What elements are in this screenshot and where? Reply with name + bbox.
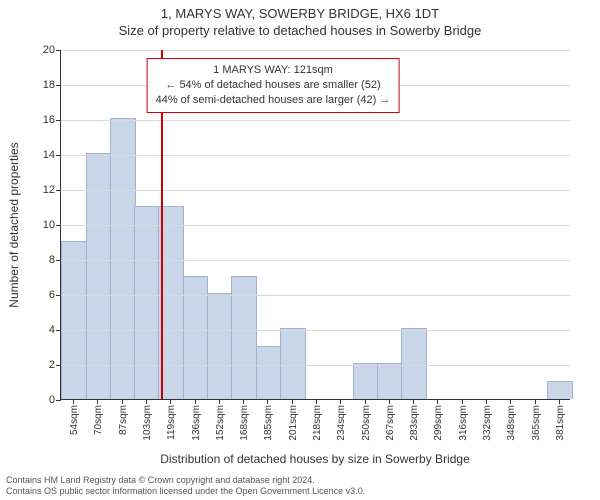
x-tick-label: 365sqm [531,405,542,441]
x-tick-mark [510,399,511,404]
y-tick-mark [56,155,61,156]
x-tick-label: 54sqm [69,405,80,435]
chart-title-1: 1, MARYS WAY, SOWERBY BRIDGE, HX6 1DT [0,6,600,23]
x-tick-label: 381sqm [555,405,566,441]
footer-line-1: Contains HM Land Registry data © Crown c… [6,475,365,486]
y-tick-label: 12 [43,184,55,196]
x-tick-mark [437,399,438,404]
y-tick-label: 4 [49,324,55,336]
y-tick-label: 14 [43,149,55,161]
y-tick-mark [56,190,61,191]
x-tick-mark [486,399,487,404]
x-tick-mark [267,399,268,404]
x-tick-mark [413,399,414,404]
y-tick-label: 18 [43,79,55,91]
y-tick-label: 6 [49,289,55,301]
annotation-line: 44% of semi-detached houses are larger (… [156,93,391,108]
grid-line [61,330,570,331]
y-tick-mark [56,225,61,226]
histogram-bar [134,206,160,400]
histogram-bar [353,363,379,399]
x-tick-mark [340,399,341,404]
grid-line [61,190,570,191]
x-tick-mark [535,399,536,404]
y-tick-mark [56,260,61,261]
x-tick-mark [170,399,171,404]
y-tick-label: 16 [43,114,55,126]
x-tick-label: 316sqm [458,405,469,441]
x-tick-mark [195,399,196,404]
grid-line [61,260,570,261]
x-tick-mark [219,399,220,404]
x-tick-label: 119sqm [166,405,177,440]
annotation-line: 1 MARYS WAY: 121sqm [156,63,391,78]
histogram-bar [377,363,403,399]
grid-line [61,365,570,366]
histogram-bar [110,118,136,399]
y-tick-mark [56,365,61,366]
y-tick-mark [56,50,61,51]
footer-attribution: Contains HM Land Registry data © Crown c… [6,475,365,498]
annotation-box: 1 MARYS WAY: 121sqm← 54% of detached hou… [147,58,400,113]
x-tick-label: 87sqm [118,405,129,435]
x-tick-label: 234sqm [336,405,347,441]
histogram-bar [207,293,233,399]
grid-line [61,50,570,51]
x-tick-label: 267sqm [385,405,396,441]
x-tick-label: 70sqm [93,405,104,435]
x-tick-label: 332sqm [482,405,493,441]
x-tick-mark [73,399,74,404]
histogram-bar [401,328,427,399]
x-tick-mark [559,399,560,404]
x-tick-mark [243,399,244,404]
grid-line [61,155,570,156]
x-tick-mark [389,399,390,404]
x-tick-label: 299sqm [433,405,444,441]
x-tick-mark [122,399,123,404]
x-tick-label: 201sqm [288,405,299,441]
x-tick-label: 185sqm [263,405,274,441]
x-tick-mark [316,399,317,404]
y-tick-label: 0 [49,394,55,406]
x-tick-label: 168sqm [239,405,250,441]
x-tick-label: 152sqm [215,405,226,441]
y-axis-label: Number of detached properties [7,142,21,307]
histogram-bar [61,241,87,400]
y-tick-label: 8 [49,254,55,266]
grid-line [61,120,570,121]
plot-area: 0246810121416182054sqm70sqm87sqm103sqm11… [60,50,570,400]
x-tick-mark [146,399,147,404]
x-tick-label: 136sqm [191,405,202,441]
grid-line [61,225,570,226]
histogram-bar [280,328,306,399]
x-tick-label: 250sqm [361,405,372,441]
annotation-line: ← 54% of detached houses are smaller (52… [156,78,391,93]
histogram-bar [256,346,282,400]
grid-line [61,295,570,296]
x-tick-mark [365,399,366,404]
x-tick-label: 348sqm [506,405,517,441]
x-tick-label: 103sqm [142,405,153,441]
x-tick-label: 283sqm [409,405,420,441]
x-tick-mark [462,399,463,404]
y-tick-label: 2 [49,359,55,371]
y-tick-mark [56,330,61,331]
x-tick-mark [292,399,293,404]
histogram-bar [547,381,573,400]
y-tick-label: 20 [43,44,55,56]
chart-title-2: Size of property relative to detached ho… [0,23,600,40]
y-tick-mark [56,295,61,296]
footer-line-2: Contains OS public sector information li… [6,486,365,497]
y-tick-mark [56,400,61,401]
y-tick-mark [56,85,61,86]
y-tick-label: 10 [43,219,55,231]
x-axis-label: Distribution of detached houses by size … [160,452,470,466]
x-tick-label: 218sqm [312,405,323,441]
x-tick-mark [97,399,98,404]
y-tick-mark [56,120,61,121]
